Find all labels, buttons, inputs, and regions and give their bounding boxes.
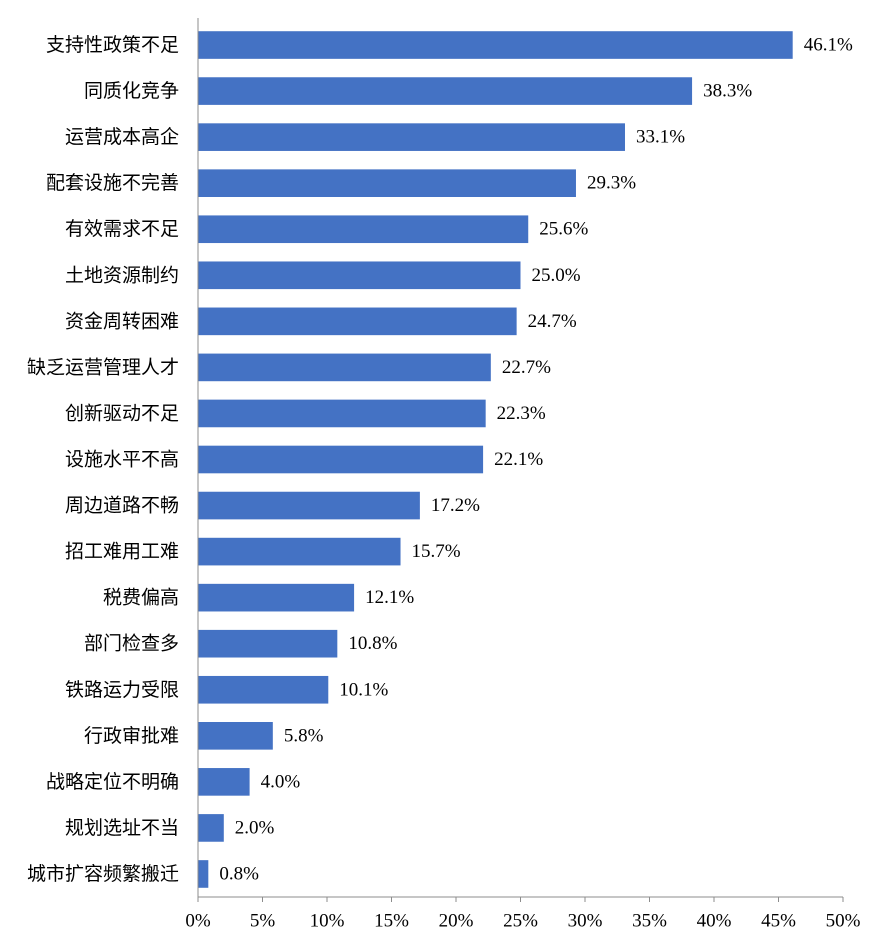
category-label: 支持性政策不足 <box>46 34 179 56</box>
bar <box>198 583 355 612</box>
x-tick-label: 40% <box>697 911 732 932</box>
category-label: 设施水平不高 <box>65 449 179 471</box>
data-label: 5.8% <box>284 725 324 746</box>
x-tick-label: 45% <box>761 911 796 932</box>
data-label: 33.1% <box>636 127 685 148</box>
bar <box>198 215 529 244</box>
category-label: 规划选址不当 <box>65 817 179 839</box>
data-label: 25.6% <box>539 219 588 240</box>
bar <box>198 814 224 842</box>
bar <box>198 445 484 474</box>
data-label: 29.3% <box>587 173 636 194</box>
x-tick-label: 25% <box>503 911 538 932</box>
bar <box>198 537 401 566</box>
bar <box>198 722 273 750</box>
bars-group <box>198 31 793 888</box>
x-tick-label: 20% <box>439 911 474 932</box>
x-tick-label: 0% <box>185 911 211 932</box>
category-label: 城市扩容频繁搬迁 <box>27 863 179 885</box>
x-tick-label: 5% <box>250 911 276 932</box>
bar <box>198 399 486 428</box>
data-label: 22.1% <box>494 449 543 470</box>
bar <box>198 31 793 59</box>
category-label: 招工难用工难 <box>65 541 179 563</box>
value-labels-group: 46.1% 38.3% 33.1% 29.3% 25.6% 25.0% 24.7% 22.7%… <box>219 35 853 885</box>
data-label: 25.0% <box>532 265 581 286</box>
bar <box>198 768 250 796</box>
data-label: 4.0% <box>261 771 301 792</box>
data-label: 22.3% <box>497 403 546 424</box>
category-label: 同质化竞争 <box>84 80 179 102</box>
data-label: 10.1% <box>339 679 388 700</box>
category-label: 缺乏运营管理人才 <box>27 356 179 378</box>
x-ticks-group: 0% 5% 10% 15% 20% 25% 30% 35% 40% 45% 50% <box>185 897 861 932</box>
data-label: 17.2% <box>431 495 480 516</box>
category-label: 有效需求不足 <box>65 218 179 240</box>
bar <box>198 860 209 888</box>
category-label: 土地资源制约 <box>65 264 179 286</box>
x-tick-label: 15% <box>374 911 409 932</box>
category-label: 行政审批难 <box>84 725 179 747</box>
data-label: 22.7% <box>502 357 551 378</box>
category-label: 部门检查多 <box>84 633 179 655</box>
data-label: 15.7% <box>412 541 461 562</box>
bar <box>198 491 420 520</box>
bar <box>198 675 329 704</box>
data-label: 10.8% <box>348 633 397 654</box>
category-label: 周边道路不畅 <box>65 495 179 517</box>
x-tick-label: 50% <box>826 911 861 932</box>
bar <box>198 77 693 105</box>
category-label: 运营成本高企 <box>65 126 179 148</box>
bar <box>198 169 576 197</box>
category-label: 创新驱动不足 <box>65 402 179 424</box>
category-label: 铁路运力受限 <box>65 679 179 701</box>
bar <box>198 353 491 382</box>
data-label: 46.1% <box>804 35 853 56</box>
data-label: 12.1% <box>365 587 414 608</box>
category-labels-group: 支持性政策不足同质化竞争运营成本高企配套设施不完善有效需求不足土地资源制约资金周… <box>27 34 179 885</box>
data-label: 38.3% <box>703 81 752 102</box>
x-tick-label: 35% <box>632 911 667 932</box>
data-label: 0.8% <box>219 863 259 884</box>
category-label: 战略定位不明确 <box>46 771 179 793</box>
x-tick-label: 30% <box>568 911 603 932</box>
bar <box>198 307 517 336</box>
bar <box>198 123 625 151</box>
category-label: 配套设施不完善 <box>46 172 179 194</box>
x-tick-label: 10% <box>310 911 345 932</box>
bar <box>198 261 521 290</box>
category-label: 税费偏高 <box>103 587 179 609</box>
category-label: 资金周转困难 <box>65 310 179 332</box>
bar <box>198 629 338 658</box>
data-label: 24.7% <box>528 311 577 332</box>
data-label: 2.0% <box>235 817 275 838</box>
